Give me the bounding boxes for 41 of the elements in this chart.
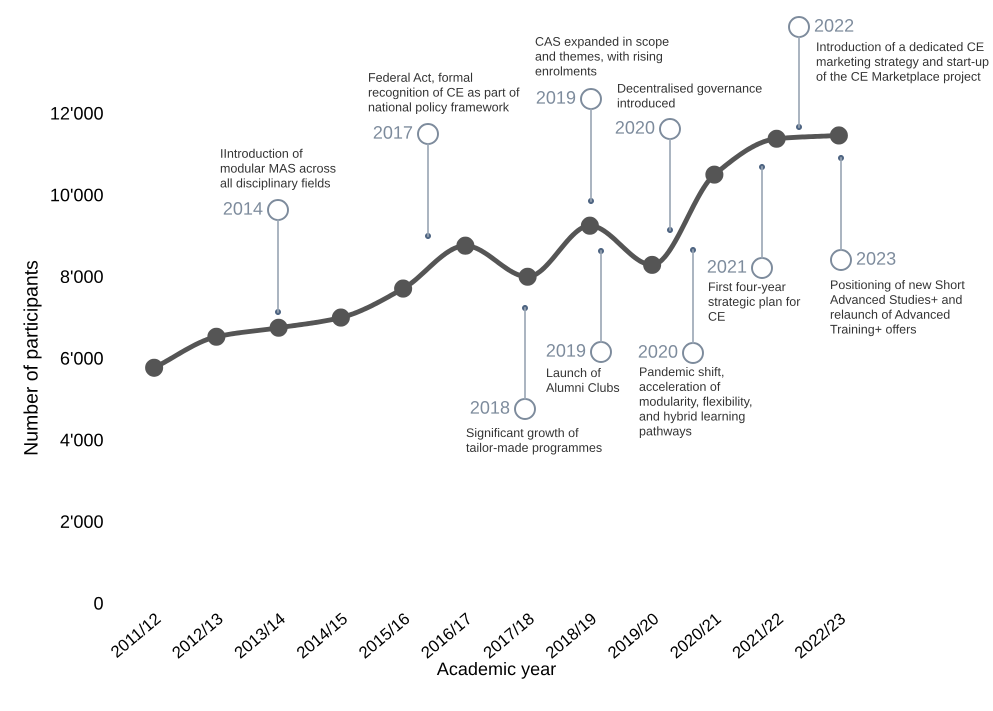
annotation: 2014 bbox=[224, 202, 262, 215]
point bbox=[145, 358, 164, 377]
y-tick-label: 8'000 bbox=[60, 270, 103, 284]
annotation: First four-year strategic plan for CE bbox=[708, 282, 800, 321]
annotation: Launch of Alumni Clubs bbox=[546, 368, 620, 392]
text: 2022 bbox=[814, 19, 854, 32]
text: CAS expanded in scope and themes, with rising enrolments bbox=[536, 36, 669, 76]
annotation: 2020 bbox=[638, 345, 678, 358]
point bbox=[394, 280, 412, 298]
annotation: 2021 bbox=[708, 260, 746, 273]
point bbox=[643, 256, 662, 274]
annotation: Positioning of new Short Advanced Studies+ and relaunch of Advanced Training+ offers bbox=[830, 280, 965, 336]
annotation: 2019 bbox=[546, 344, 586, 357]
point bbox=[332, 308, 350, 327]
point bbox=[456, 236, 474, 255]
text: 2019 bbox=[536, 91, 576, 104]
y-tick-label: 2'000 bbox=[60, 515, 103, 528]
y-tick-label: 0 bbox=[94, 596, 103, 610]
x-axis-title: Academic year bbox=[436, 662, 556, 679]
annotation: 2020 bbox=[616, 121, 654, 134]
y-axis-title: Number of participants bbox=[23, 260, 42, 454]
annotation: 2018 bbox=[470, 401, 510, 414]
point bbox=[270, 318, 288, 337]
text: Decentralised governance introduced bbox=[618, 84, 762, 108]
annotation: Pandemic shift, acceleration of modularity, flexibility, and hybrid learning pathways bbox=[640, 367, 752, 438]
point bbox=[768, 130, 786, 148]
annotation: Significant growth of tailor-made programmes bbox=[466, 428, 602, 454]
point bbox=[580, 216, 599, 235]
text: Introduction of a dedicated CE marketing strategy and start-up of the CE Marketplace project bbox=[816, 42, 988, 84]
annotation: 2023 bbox=[856, 252, 896, 265]
y-tick-label: 10'000 bbox=[51, 188, 103, 202]
point bbox=[207, 328, 226, 346]
y-tick-label: 6'000 bbox=[60, 352, 103, 365]
point bbox=[518, 268, 537, 286]
annotation: Federal Act, formal recognition of CE as part of national policy framework bbox=[368, 72, 520, 114]
annotation: 2017 bbox=[374, 126, 412, 139]
y-tick-label: 12'000 bbox=[51, 106, 103, 120]
annotation: IIntroduction of modular MAS across all disciplinary fields bbox=[220, 148, 336, 190]
y-tick-label: 4'000 bbox=[60, 434, 103, 446]
point bbox=[705, 166, 724, 184]
point bbox=[830, 126, 848, 144]
